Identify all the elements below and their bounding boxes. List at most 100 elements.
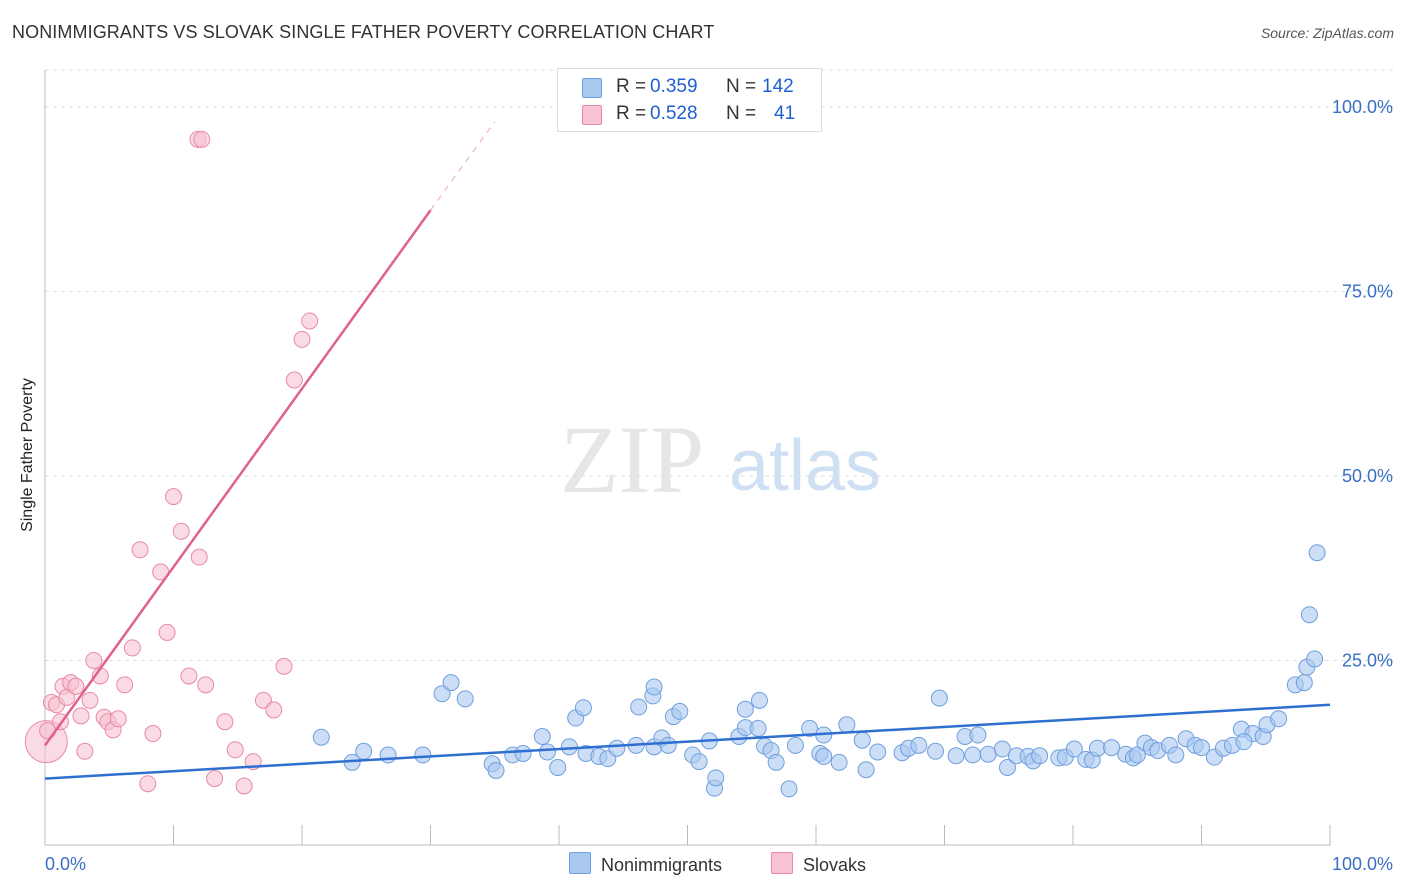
slovaks-trend-line: [43, 209, 432, 747]
nonimmigrants-point: [671, 702, 689, 720]
nonimmigrants-point: [1031, 747, 1049, 765]
slovaks-trend-extension: [430, 121, 496, 211]
slovaks-point: [216, 713, 234, 731]
slovaks-point: [144, 725, 162, 743]
nonimmigrants-point: [442, 674, 460, 692]
nonimmigrants-point: [1295, 674, 1313, 692]
nonimmigrants-point: [560, 738, 578, 756]
nonimmigrants-point: [780, 780, 798, 798]
axes: [44, 70, 1331, 846]
nonimmigrants-point: [690, 753, 708, 771]
slovaks-point: [190, 548, 208, 566]
watermark-zip: ZIP: [560, 406, 704, 513]
nonimmigrants-point: [749, 719, 767, 737]
nonimmigrants-point: [1270, 710, 1288, 728]
nonimmigrants-point: [312, 728, 330, 746]
bottom-legend-slovaks: Slovaks: [771, 852, 866, 876]
slovaks-point: [81, 691, 99, 709]
legend-swatch-blue: [582, 78, 602, 98]
nonimmigrants-point: [853, 731, 871, 749]
nonimmigrants-point: [1088, 739, 1106, 757]
nonimmigrants-point: [630, 698, 648, 716]
chart-source: Source: ZipAtlas.com: [1260, 25, 1394, 41]
nonimmigrants-point: [659, 736, 677, 754]
watermark-atlas: atlas: [729, 426, 881, 506]
nonimmigrants-point: [998, 759, 1016, 776]
nonimmigrants-point: [993, 740, 1011, 758]
nonimmigrants-point: [815, 747, 833, 765]
nonimmigrants-point: [707, 769, 725, 787]
nonimmigrants-point: [433, 685, 451, 703]
slovaks-point: [131, 541, 149, 559]
nonimmigrants-point: [549, 759, 567, 776]
nonimmigrants-point: [1308, 544, 1326, 562]
nonimmigrants-point: [574, 699, 592, 717]
legend-n-label: N =: [726, 103, 757, 124]
nonimmigrants-point: [456, 690, 474, 708]
legend-r-value: 0.359: [650, 76, 698, 97]
slovaks-points: [24, 130, 319, 795]
nonimmigrants-point: [645, 678, 663, 696]
nonimmigrants-point: [608, 739, 626, 757]
nonimmigrants-point: [1235, 733, 1253, 751]
slovaks-point: [193, 130, 211, 148]
nonimmigrants-points: [312, 544, 1326, 798]
slovaks-point: [275, 657, 293, 675]
legend-r-label: R =: [616, 76, 647, 97]
bottom-legend-swatch-pink: [771, 852, 793, 874]
nonimmigrants-point: [767, 753, 785, 771]
nonimmigrants-point: [969, 726, 987, 744]
bottom-legend-label: Slovaks: [803, 855, 867, 875]
slovaks-point: [197, 676, 215, 694]
nonimmigrants-point: [1103, 739, 1121, 757]
grid-lines: [45, 69, 1395, 661]
legend-swatch-pink: [582, 105, 602, 125]
slovaks-point: [85, 651, 103, 669]
nonimmigrants-point: [487, 761, 505, 779]
legend-n-label: N =: [726, 76, 757, 97]
y-tick-label: 25.0%: [1342, 650, 1393, 670]
nonimmigrants-point: [838, 716, 856, 734]
nonimmigrants-point: [910, 736, 928, 754]
tick-labels: 25.0% 50.0% 75.0% 100.0% 0.0% 100.0%: [45, 97, 1393, 874]
nonimmigrants-point: [414, 746, 432, 764]
slovaks-point: [109, 710, 127, 728]
slovaks-point: [285, 371, 303, 389]
nonimmigrants-point: [830, 753, 848, 771]
nonimmigrants-point: [736, 700, 754, 718]
bottom-legend-nonimmigrants: Nonimmigrants: [569, 852, 722, 876]
slovaks-point: [293, 330, 311, 348]
nonimmigrants-point: [514, 744, 532, 762]
slovaks-point: [116, 676, 134, 694]
nonimmigrants-point: [786, 736, 804, 754]
nonimmigrants-trend-line: [44, 703, 1331, 780]
bottom-legend-label: Nonimmigrants: [601, 855, 723, 875]
nonimmigrants-point: [964, 746, 982, 764]
legend-n-value: 41: [774, 103, 796, 124]
nonimmigrants-point: [1193, 739, 1210, 757]
nonimmigrants-point: [538, 743, 556, 761]
nonimmigrants-point: [801, 719, 819, 737]
nonimmigrants-point: [533, 728, 551, 745]
nonimmigrants-point: [869, 743, 887, 761]
nonimmigrants-point: [979, 745, 997, 763]
y-tick-label: 50.0%: [1342, 466, 1393, 486]
slovaks-point: [226, 741, 244, 759]
x-tick-label: 100.0%: [1332, 854, 1393, 874]
slovaks-point: [172, 522, 190, 540]
slovaks-point: [206, 770, 224, 788]
trend-lines: [43, 121, 1331, 780]
nonimmigrants-point: [947, 747, 965, 765]
nonimmigrants-point: [1167, 746, 1185, 764]
legend-r-value: 0.528: [650, 103, 698, 124]
slovaks-point: [180, 667, 198, 685]
legend-r-label: R =: [616, 103, 647, 124]
nonimmigrants-point: [1065, 740, 1083, 758]
nonimmigrants-point: [927, 742, 945, 760]
slovaks-point: [123, 639, 141, 657]
y-tick-label: 100.0%: [1332, 97, 1393, 117]
slovaks-point: [139, 775, 157, 793]
slovaks-point: [67, 677, 85, 695]
bottom-legend-swatch-blue: [569, 852, 591, 874]
